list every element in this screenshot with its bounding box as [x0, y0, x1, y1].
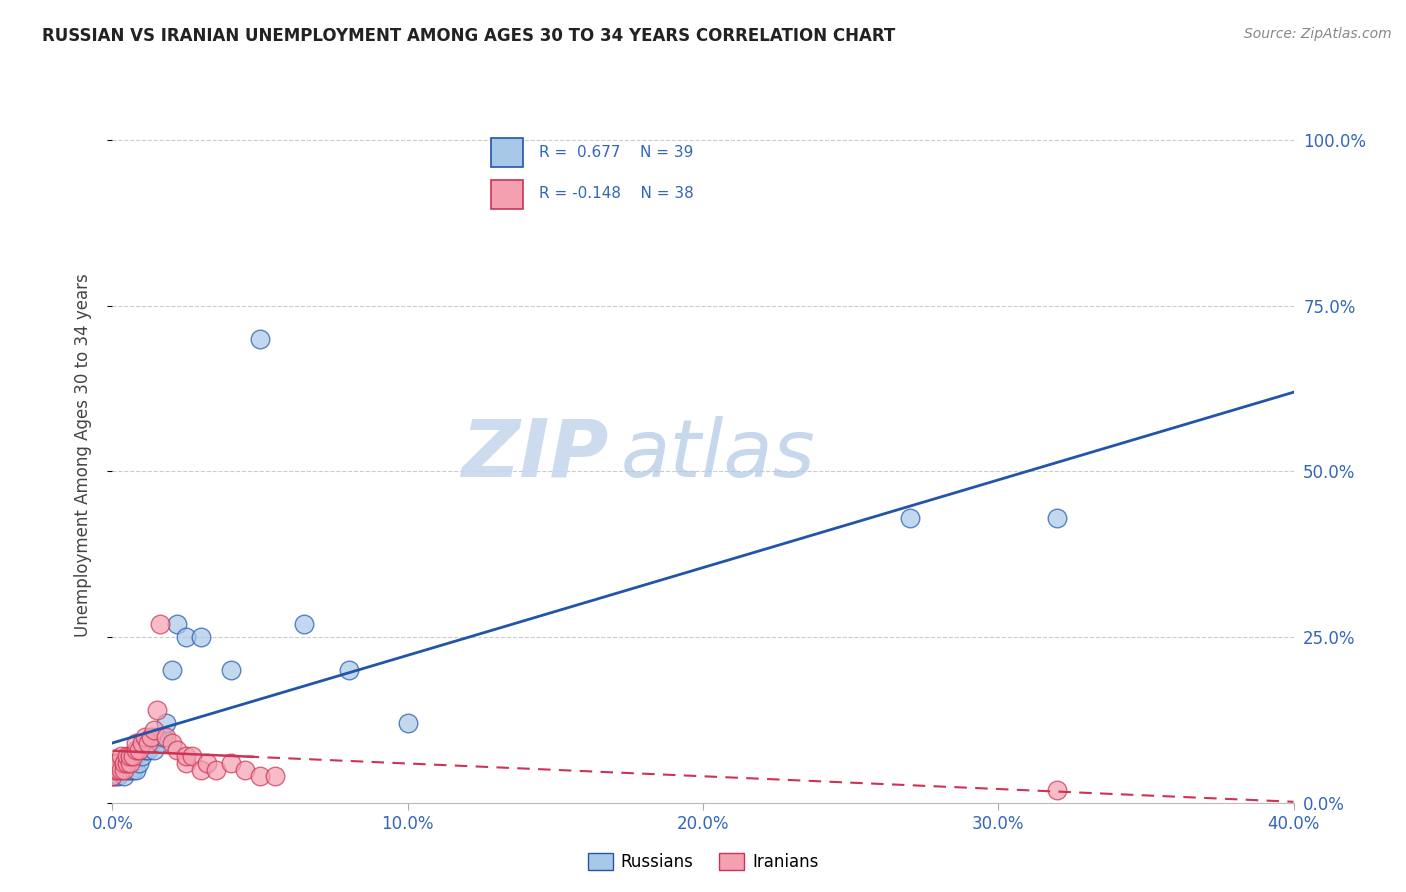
Point — [396, 716, 419, 731]
Point — [128, 743, 150, 757]
Point — [117, 756, 138, 770]
Point — [174, 630, 197, 644]
Point — [117, 763, 138, 777]
Point — [125, 763, 148, 777]
Point — [1046, 511, 1069, 525]
Point — [190, 630, 212, 644]
Point — [120, 763, 142, 777]
Point — [110, 749, 132, 764]
Point — [195, 756, 218, 770]
Point — [122, 763, 145, 777]
Point — [136, 736, 159, 750]
Text: R =  0.677    N = 39: R = 0.677 N = 39 — [538, 145, 693, 160]
Point — [233, 763, 256, 777]
Point — [128, 743, 150, 757]
Point — [131, 736, 153, 750]
Point — [122, 749, 145, 764]
Point — [110, 756, 132, 770]
Point — [107, 763, 129, 777]
Point — [110, 763, 132, 777]
Point — [112, 763, 135, 777]
Point — [292, 616, 315, 631]
Point — [166, 743, 188, 757]
Point — [120, 756, 142, 770]
Point — [110, 763, 132, 777]
Point — [139, 736, 162, 750]
Point — [205, 763, 228, 777]
Point — [125, 743, 148, 757]
Text: R = -0.148    N = 38: R = -0.148 N = 38 — [538, 186, 695, 202]
Point — [136, 743, 159, 757]
Point — [117, 749, 138, 764]
Point — [122, 749, 145, 764]
Point — [146, 730, 169, 744]
Point — [131, 749, 153, 764]
Point — [898, 511, 921, 525]
Point — [104, 756, 127, 770]
Point — [149, 736, 172, 750]
Point — [249, 332, 271, 346]
Point — [107, 769, 129, 783]
Point — [190, 763, 212, 777]
Point — [160, 663, 183, 677]
Point — [117, 756, 138, 770]
Point — [155, 716, 177, 731]
Text: ZIP: ZIP — [461, 416, 609, 494]
Legend: Russians, Iranians: Russians, Iranians — [581, 847, 825, 878]
Point — [112, 756, 135, 770]
Text: Source: ZipAtlas.com: Source: ZipAtlas.com — [1244, 27, 1392, 41]
Point — [120, 749, 142, 764]
Point — [142, 723, 165, 737]
Point — [152, 730, 174, 744]
Point — [104, 769, 127, 783]
Point — [264, 769, 287, 783]
Point — [139, 730, 162, 744]
Point — [174, 756, 197, 770]
Point — [155, 730, 177, 744]
Point — [107, 756, 129, 770]
Point — [112, 756, 135, 770]
Point — [125, 736, 148, 750]
Point — [104, 763, 127, 777]
Point — [107, 763, 129, 777]
Point — [219, 663, 242, 677]
Point — [1046, 782, 1069, 797]
Point — [120, 756, 142, 770]
Point — [149, 616, 172, 631]
Text: RUSSIAN VS IRANIAN UNEMPLOYMENT AMONG AGES 30 TO 34 YEARS CORRELATION CHART: RUSSIAN VS IRANIAN UNEMPLOYMENT AMONG AG… — [42, 27, 896, 45]
Point — [142, 743, 165, 757]
Point — [125, 749, 148, 764]
Point — [112, 769, 135, 783]
Point — [104, 763, 127, 777]
Point — [219, 756, 242, 770]
Point — [166, 616, 188, 631]
Point — [101, 769, 124, 783]
Point — [134, 730, 156, 744]
Point — [249, 769, 271, 783]
Point — [101, 769, 124, 783]
Point — [181, 749, 204, 764]
Point — [337, 663, 360, 677]
Text: atlas: atlas — [620, 416, 815, 494]
Point — [128, 756, 150, 770]
FancyBboxPatch shape — [491, 180, 523, 210]
FancyBboxPatch shape — [491, 138, 523, 167]
Point — [160, 736, 183, 750]
Point — [134, 743, 156, 757]
Point — [174, 749, 197, 764]
Y-axis label: Unemployment Among Ages 30 to 34 years: Unemployment Among Ages 30 to 34 years — [73, 273, 91, 637]
Point — [146, 703, 169, 717]
